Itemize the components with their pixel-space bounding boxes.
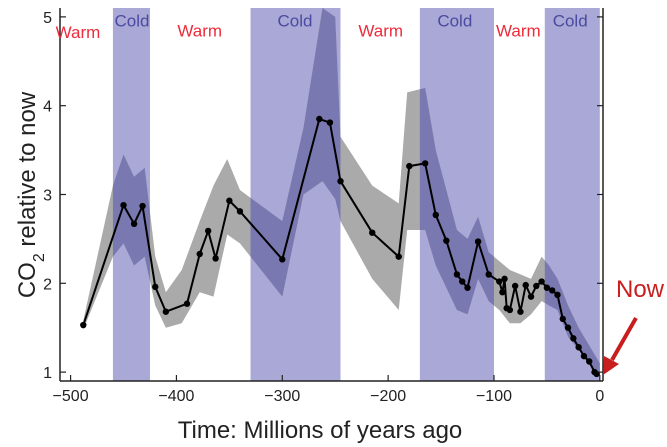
warm-period-label: Warm [358,21,403,40]
data-point [496,278,503,285]
warm-period-label: Warm [496,21,541,40]
y-axis-label-subscript: 2 [31,253,48,262]
data-point [538,278,545,285]
now-arrow-head [603,356,619,375]
y-tick-label: 4 [43,99,52,116]
data-point [485,271,492,278]
data-point [522,281,529,289]
data-point [527,293,535,300]
data-point [511,282,519,290]
data-point [453,271,461,278]
data-point [369,229,376,236]
uncertainty-envelope [83,8,600,377]
data-point [204,227,212,235]
x-tick-label: −500 [53,388,89,405]
data-point [586,358,593,365]
data-point [564,324,572,331]
x-tick-label: 0 [595,388,604,405]
data-point [499,288,506,296]
data-point [474,238,482,245]
data-point [533,282,540,290]
warm-period-label: Warm [177,21,222,40]
data-point [152,283,159,291]
data-point [506,306,514,314]
y-tick-label: 1 [43,365,52,382]
data-point [316,115,323,123]
data-point [279,256,286,263]
data-point [406,162,413,170]
data-point [575,344,582,351]
data-point [337,177,344,185]
data-point [517,308,524,315]
data-point [570,335,577,342]
data-point [395,253,402,260]
envelope-area [83,8,600,377]
data-point [554,291,561,299]
y-tick-label: 2 [43,276,52,293]
warm-period-label: Warm [56,23,101,42]
data-point [559,315,566,323]
x-tick-label: −100 [476,388,512,405]
data-point [139,202,146,210]
co2-series [80,115,600,378]
data-point [443,237,450,244]
data-point [196,250,203,258]
y-axis-label-main: CO [14,262,41,298]
data-point [543,284,551,291]
x-tick-label: −400 [158,388,194,405]
axes: −500 −400 −300 −200 −100 0 1 2 3 4 5 [43,8,604,405]
cold-period-label: Cold [437,12,472,31]
data-point [212,255,219,262]
data-point [162,308,170,315]
data-point [130,220,138,228]
data-point [548,287,556,294]
y-axis-label: CO2 relative to now [14,91,48,298]
now-label: Now [616,276,665,303]
cold-period-label: Cold [114,12,149,31]
data-point [236,208,244,215]
y-axis-label-rest: relative to now [14,91,41,253]
x-tick-label: −200 [370,388,406,405]
data-point [120,201,127,209]
data-point [464,284,471,291]
data-point [501,275,508,283]
data-point [80,321,87,329]
data-point [421,160,429,167]
data-point [432,211,439,219]
data-point [459,278,466,285]
x-tick-label: −300 [264,388,300,405]
now-annotation: Now [603,276,665,375]
y-tick-label: 5 [43,10,52,27]
data-point [326,119,334,126]
data-point [226,197,233,204]
cold-period-label: Cold [553,12,588,31]
cold-period-label: Cold [277,12,312,31]
x-axis-label: Time: Millions of years ago [178,417,463,444]
data-point [183,300,191,307]
now-arrow [610,317,638,361]
period-labels: Warm Cold Warm Cold Warm Cold Warm Cold [56,12,588,43]
y-tick-label: 3 [43,188,52,205]
data-point [580,352,588,360]
